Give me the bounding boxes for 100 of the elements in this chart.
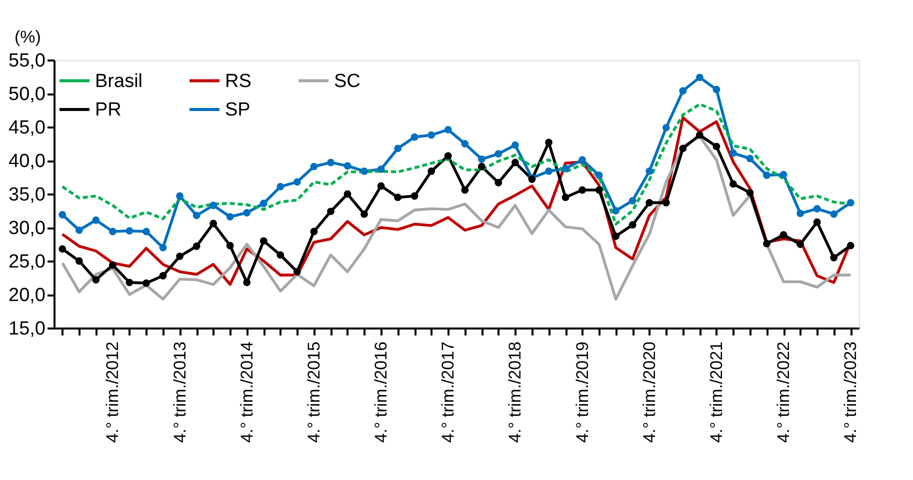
point [226, 242, 234, 250]
y-tick-label: 20,0 [8, 285, 46, 306]
y-tick-label: 15,0 [8, 318, 46, 340]
point [260, 237, 268, 245]
point [210, 220, 218, 228]
point [679, 87, 687, 95]
point [545, 138, 552, 146]
point [763, 240, 770, 248]
point [746, 154, 754, 162]
x-tick-label: 4.° trim./2023 [841, 342, 860, 443]
point [75, 257, 83, 265]
point [92, 216, 100, 224]
point [846, 242, 854, 250]
point [210, 202, 218, 210]
point [712, 86, 720, 94]
point [159, 244, 167, 252]
point [612, 232, 620, 240]
x-tick-label: 4.° trim./2013 [170, 342, 190, 443]
point [142, 228, 150, 236]
point [327, 158, 334, 166]
point [696, 131, 704, 139]
point [595, 186, 603, 194]
point [646, 199, 654, 206]
point [846, 199, 854, 206]
point [58, 211, 66, 218]
point [142, 279, 150, 287]
legend-label: Brasil [95, 70, 143, 92]
x-tick-label: 4.° trim./2021 [706, 342, 726, 443]
point [260, 200, 268, 208]
point [159, 272, 167, 280]
point [646, 168, 654, 175]
point [327, 208, 334, 216]
point [108, 261, 116, 269]
point [192, 212, 200, 220]
point [511, 141, 519, 149]
point [276, 182, 284, 190]
point [830, 254, 838, 262]
y-tick-label: 45,0 [8, 118, 46, 138]
point [377, 166, 385, 173]
point [394, 144, 402, 152]
point [75, 226, 83, 234]
point [746, 188, 754, 196]
x-tick-label: 4.° trim./2019 [572, 342, 592, 443]
point [428, 131, 436, 139]
point [394, 194, 402, 202]
point [562, 164, 570, 172]
point [92, 276, 100, 284]
point [243, 278, 251, 286]
y-axis-title: (%) [14, 28, 41, 46]
point [192, 242, 200, 250]
y-tick-label: 55,0 [8, 50, 46, 72]
point [108, 228, 116, 236]
point [796, 240, 804, 248]
legend-label: SC [334, 70, 360, 92]
point [830, 210, 838, 218]
point [310, 228, 318, 236]
point [662, 124, 670, 132]
point [310, 162, 318, 170]
point [344, 190, 352, 198]
point [293, 268, 301, 276]
point [730, 180, 737, 188]
point [612, 207, 620, 214]
x-tick-label: 4.° trim./2020 [640, 342, 659, 443]
point [562, 194, 570, 202]
x-tick-label: 4.° trim./2018 [506, 342, 525, 443]
point [276, 251, 284, 259]
point [344, 162, 352, 170]
point [780, 231, 788, 239]
y-tick-label: 35,0 [8, 184, 46, 206]
point [461, 186, 469, 194]
x-tick-label: 4.° trim./2015 [304, 342, 324, 443]
point [494, 150, 502, 158]
point [780, 170, 788, 178]
point [813, 205, 821, 212]
point [461, 140, 469, 148]
point [444, 152, 452, 160]
point [410, 192, 418, 200]
legend-label: SP [225, 100, 250, 120]
x-tick-label: 4.° trim./2016 [372, 342, 391, 443]
point [410, 133, 418, 141]
point [126, 227, 134, 235]
x-tick-label: 4.° trim./2022 [774, 342, 794, 443]
point [578, 186, 586, 194]
point [444, 126, 452, 134]
point [293, 178, 301, 186]
point [628, 197, 636, 204]
y-tick-label: 25,0 [8, 252, 46, 272]
point [763, 172, 770, 179]
point [360, 168, 368, 175]
legend-label: RS [225, 70, 252, 92]
point [428, 168, 436, 175]
y-tick-label: 40,0 [8, 151, 46, 172]
point [176, 252, 184, 260]
point [494, 178, 502, 186]
point [243, 209, 251, 216]
point [360, 210, 368, 218]
point [662, 199, 670, 206]
point [679, 144, 687, 152]
point [176, 192, 184, 200]
point [478, 162, 486, 170]
